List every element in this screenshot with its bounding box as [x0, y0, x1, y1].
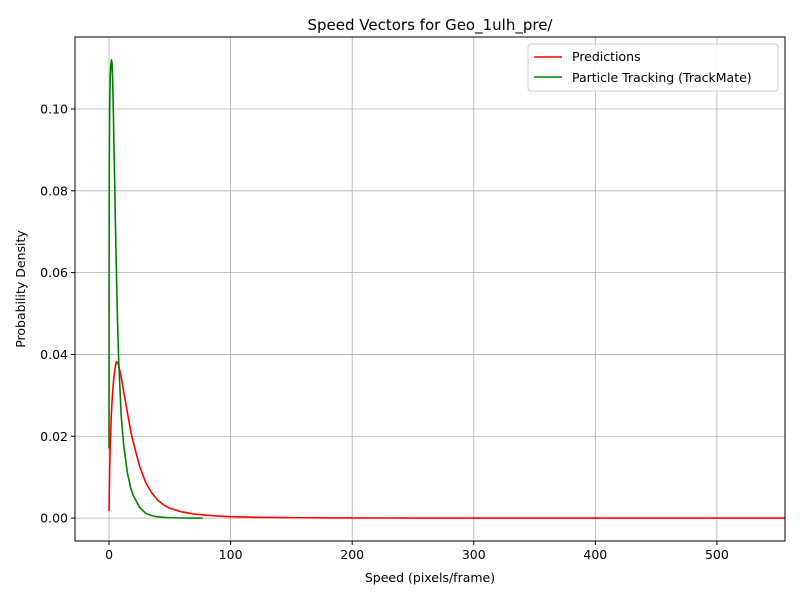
x-tick-label: 0 [105, 547, 113, 562]
x-tick-label: 100 [219, 547, 243, 562]
y-tick-label: 0.00 [40, 511, 68, 526]
x-axis-title: Speed (pixels/frame) [365, 570, 495, 585]
y-tick-label: 0.10 [40, 102, 68, 117]
legend-box [527, 43, 779, 92]
chart-title: Speed Vectors for Geo_1ulh_pre/ [308, 16, 554, 35]
y-tick-label: 0.06 [40, 265, 68, 280]
y-axis-title: Probability Density [13, 230, 28, 348]
y-tick-label: 0.04 [40, 347, 68, 362]
plot-background [75, 37, 785, 541]
series-layer [108, 59, 785, 519]
x-tick-label: 500 [705, 547, 729, 562]
legend-label-trackmate: Particle Tracking (TrackMate) [572, 70, 752, 85]
predictions-line [108, 361, 785, 519]
y-tick-label: 0.02 [40, 429, 68, 444]
y-tick-label: 0.08 [40, 183, 68, 198]
plot-area: 0 100 200 300 400 500 0.00 0.02 0.04 0.06 0.08 0.1… [40, 36, 786, 562]
trackmate-line [108, 59, 203, 519]
grid [75, 37, 785, 541]
x-axis: 0 100 200 300 400 500 [105, 541, 729, 562]
x-tick-label: 300 [462, 547, 486, 562]
x-tick-label: 400 [583, 547, 607, 562]
x-tick-label: 200 [340, 547, 364, 562]
plot-frame [74, 36, 786, 542]
y-axis: 0.00 0.02 0.04 0.06 0.08 0.10 [40, 102, 75, 526]
legend-label-predictions: Predictions [572, 49, 641, 64]
legend: Predictions Particle Tracking (TrackMate… [527, 43, 779, 92]
